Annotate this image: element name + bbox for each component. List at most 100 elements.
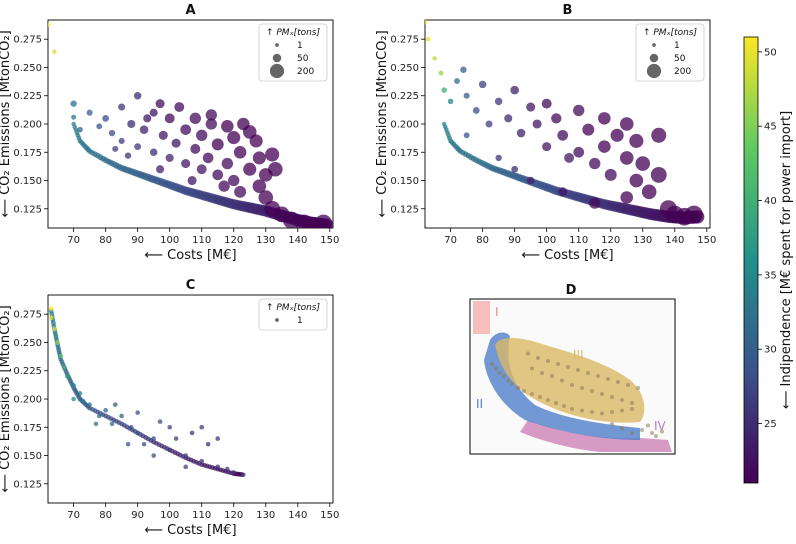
schematic-point [556,362,560,366]
data-point [231,470,237,475]
data-point [252,151,266,165]
data-point [52,326,57,332]
schematic-point [516,386,520,390]
data-point [109,421,115,427]
data-point [199,424,205,430]
data-point [58,353,64,359]
data-point [127,119,136,129]
x-tick-label: 70 [444,235,457,246]
data-point [96,123,103,130]
schematic-point [620,398,624,402]
data-point [48,306,54,311]
x-tick-label: 90 [131,235,144,246]
schematic-point [566,365,570,369]
y-tick-label: 0.125 [390,204,419,215]
data-point [454,78,460,84]
schematic-point [590,389,594,393]
schematic-point [630,431,634,435]
x-tick-label: 140 [288,235,307,246]
schematic-point [600,411,604,416]
data-point [620,191,634,204]
data-point [173,436,179,441]
x-axis-label: ⟵ Costs [M€] [144,523,236,538]
y-tick-label: 0.275 [390,35,419,46]
data-point [135,410,140,415]
data-point [227,131,241,145]
region-label-iv: IV [654,419,667,433]
schematic-point [506,378,510,383]
schematic-point [630,407,634,411]
schematic-point [646,423,650,428]
data-point [61,365,67,370]
data-point [167,447,172,453]
data-point [510,85,519,95]
legend-marker [649,53,659,63]
data-point [447,98,454,105]
legend-title: ↑ PMₓ[tons] [266,303,321,313]
y-tick-label: 0.225 [13,91,42,102]
scatter-points [48,306,246,478]
legend-marker [272,53,282,63]
data-point [134,143,142,150]
x-tick-label: 80 [476,235,489,246]
y-tick-label: 0.250 [13,63,42,74]
x-tick-label: 140 [665,235,684,246]
data-point [211,138,224,151]
schematic-point [580,408,584,413]
schematic-point [562,404,566,408]
data-point [202,152,214,164]
data-point [573,146,585,158]
legend-entry: 50 [297,54,309,64]
x-axis-label: ⟵ Costs [M€] [521,248,613,263]
data-point [102,114,110,122]
schematic-point [610,395,614,399]
data-point [181,159,191,169]
schematic-point [620,426,624,431]
data-point [651,127,667,143]
data-point [87,402,92,407]
panel-a: A70 80 90 100 110 120 130 140 1500.1250.1500.175… [0,3,339,263]
y-tick-label: 0.150 [13,451,42,462]
legend-title: ↑ PMₓ[tons] [266,28,321,38]
data-point [425,20,428,25]
data-point [143,114,152,123]
data-point [598,112,611,125]
y-axis-label: ⟵ CO₂ Emissions [MtonCO₂] [0,30,13,217]
data-point [48,22,51,27]
y-tick-label: 0.175 [13,148,42,159]
region-ii [484,332,640,440]
data-point [199,458,205,464]
data-point [141,441,147,447]
y-tick-label: 0.125 [13,204,42,215]
x-tick-label: 110 [569,235,588,246]
data-point [532,119,542,129]
data-point [589,157,601,170]
schematic-point [616,380,620,384]
schematic-point [570,383,574,387]
data-point [112,145,119,152]
data-point [119,413,124,419]
y-axis-label: ⟵ CO₂ Emissions [MtonCO₂] [0,305,13,492]
data-point [118,103,126,111]
x-tick-label: 130 [256,235,275,246]
x-tick-label: 150 [320,510,339,521]
schematic-point [654,434,658,438]
data-point [187,175,197,186]
y-tick-label: 0.225 [390,91,419,102]
data-point [650,166,667,183]
panel-b: B70 80 90 100 110 120 130 140 1500.1250.1500.175… [375,3,716,263]
data-point [70,100,77,107]
x-tick-label: 150 [697,235,716,246]
schematic-point [590,410,594,414]
data-point [541,98,552,109]
data-point [156,165,165,174]
data-point [183,453,188,458]
data-point [215,436,221,441]
y-tick-label: 0.250 [13,338,42,349]
data-point [557,129,569,141]
x-tick-label: 130 [633,235,652,246]
x-tick-label: 130 [256,510,275,521]
data-point [558,187,568,197]
data-point [157,419,163,424]
data-point [112,402,118,407]
